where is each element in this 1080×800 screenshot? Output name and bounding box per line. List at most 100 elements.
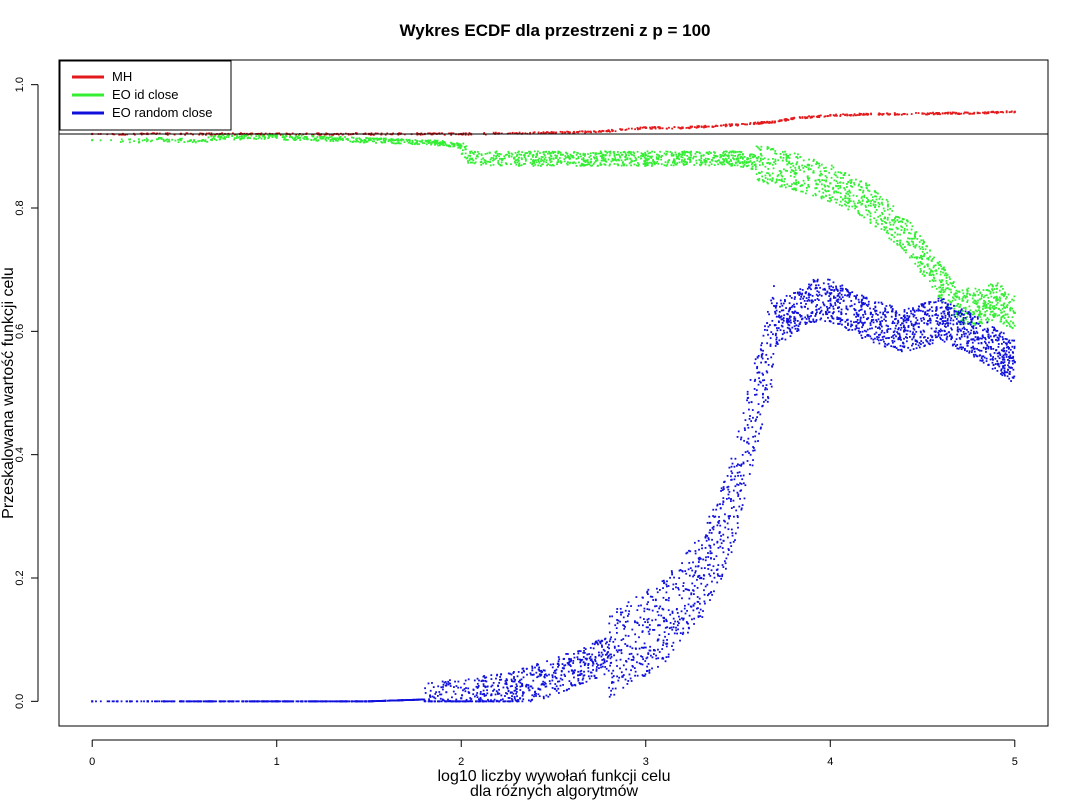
data-point	[784, 150, 786, 153]
data-point	[550, 132, 553, 135]
data-point	[711, 538, 713, 541]
data-point	[619, 667, 621, 670]
data-point	[986, 321, 989, 324]
data-point	[683, 161, 686, 163]
data-point	[647, 652, 650, 655]
data-point	[984, 310, 987, 313]
data-point	[255, 135, 258, 138]
data-point	[698, 158, 701, 161]
data-point	[562, 153, 564, 156]
data-point	[962, 310, 964, 312]
data-point	[478, 698, 481, 701]
data-point	[263, 138, 266, 140]
data-point	[911, 256, 914, 259]
data-point	[434, 142, 437, 145]
data-point	[841, 296, 844, 299]
data-point	[858, 212, 861, 215]
data-point	[1003, 371, 1006, 374]
data-point	[720, 124, 723, 127]
data-point	[822, 303, 825, 306]
data-point	[387, 140, 390, 143]
data-point	[949, 112, 952, 115]
data-point	[982, 346, 985, 349]
data-point	[479, 693, 482, 695]
data-point	[551, 150, 554, 153]
data-point	[862, 297, 865, 299]
data-point	[577, 650, 579, 653]
data-point	[680, 610, 683, 613]
data-point	[341, 138, 344, 140]
data-point	[767, 147, 770, 149]
data-point	[911, 225, 914, 228]
data-point	[788, 160, 791, 163]
data-point	[619, 151, 622, 154]
data-point	[923, 330, 926, 333]
data-point	[227, 134, 230, 137]
data-point	[962, 112, 965, 115]
data-point	[546, 674, 548, 677]
data-point	[591, 653, 594, 656]
data-point	[627, 635, 630, 637]
data-point	[620, 154, 623, 156]
data-point	[804, 323, 807, 326]
data-point	[703, 567, 706, 569]
data-point	[914, 262, 917, 265]
data-point	[384, 137, 387, 140]
data-point	[839, 113, 842, 116]
data-point	[531, 667, 534, 670]
data-point	[938, 296, 941, 299]
data-point	[835, 300, 838, 302]
data-point	[366, 140, 369, 143]
data-point	[853, 303, 856, 306]
data-point	[685, 572, 688, 575]
data-point	[747, 396, 750, 399]
data-point	[915, 243, 918, 246]
data-point	[222, 137, 225, 140]
data-point	[873, 190, 876, 192]
data-point	[951, 296, 954, 299]
data-point	[839, 196, 842, 199]
data-point	[582, 157, 585, 159]
data-point	[846, 190, 849, 193]
data-point	[815, 293, 818, 296]
data-point	[537, 164, 540, 167]
data-point	[862, 113, 865, 115]
data-point	[948, 313, 950, 316]
data-point	[862, 191, 864, 194]
data-point	[601, 154, 604, 156]
data-point	[207, 136, 210, 139]
data-point	[652, 159, 654, 161]
data-point	[923, 322, 926, 324]
data-point	[777, 159, 780, 162]
data-point	[653, 160, 656, 163]
data-point	[899, 348, 902, 351]
data-point	[612, 640, 615, 643]
data-point	[243, 134, 245, 136]
data-point	[851, 328, 854, 331]
data-point	[657, 162, 660, 165]
data-point	[720, 542, 723, 545]
data-point	[897, 321, 900, 323]
data-point	[576, 131, 578, 133]
data-point	[653, 162, 656, 164]
data-point	[585, 164, 588, 166]
data-point	[1003, 310, 1006, 313]
data-point	[687, 158, 689, 160]
data-point	[594, 153, 597, 156]
data-point	[1005, 338, 1008, 341]
data-point	[675, 155, 678, 158]
data-point	[972, 326, 974, 329]
data-point	[497, 693, 499, 695]
data-point	[869, 222, 872, 224]
data-point	[928, 267, 931, 270]
data-point	[956, 315, 959, 318]
data-point	[973, 355, 976, 358]
data-point	[833, 289, 836, 292]
data-point	[582, 153, 585, 156]
data-point	[550, 157, 553, 160]
data-point	[476, 687, 479, 689]
data-point	[710, 163, 713, 166]
data-point	[948, 293, 950, 296]
data-point	[496, 153, 499, 155]
data-point	[702, 154, 705, 157]
